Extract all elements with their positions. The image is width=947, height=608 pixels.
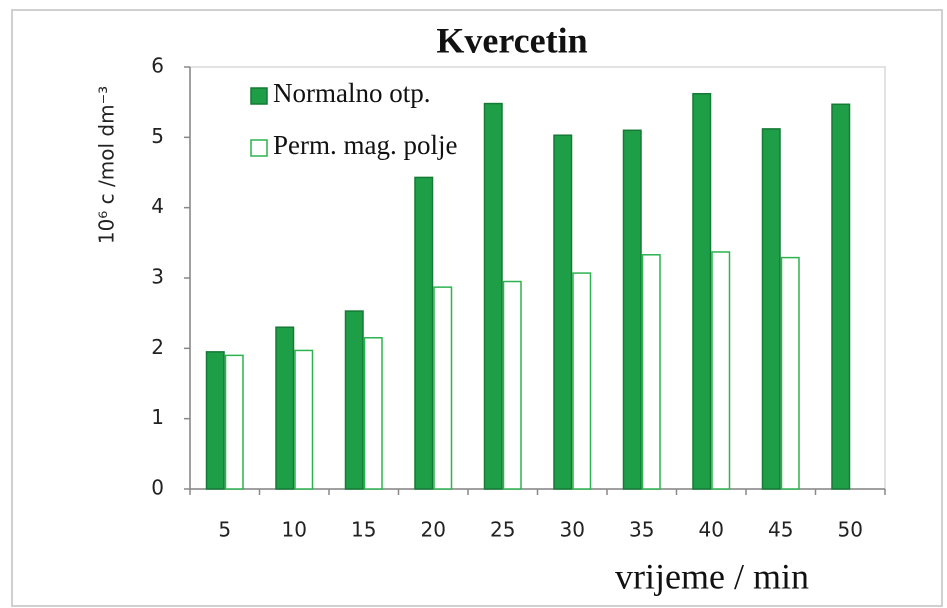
bar — [275, 326, 295, 490]
bar — [502, 280, 522, 490]
x-axis-label: vrijeme / min — [615, 556, 809, 596]
x-tick-label: 30 — [560, 518, 585, 542]
bar — [205, 351, 225, 490]
bar — [363, 337, 383, 490]
y-tick-label: 0 — [151, 476, 164, 500]
bar — [572, 272, 592, 490]
x-tick-label: 35 — [629, 518, 654, 542]
bar — [780, 256, 800, 490]
x-tick-label: 40 — [699, 518, 724, 542]
bar — [553, 134, 573, 490]
legend-swatch — [250, 139, 268, 157]
legend-swatch — [250, 87, 268, 105]
legend-label: Normalno otp. — [273, 78, 430, 108]
y-tick-label: 2 — [151, 335, 164, 359]
bar — [831, 103, 851, 490]
bar — [622, 129, 642, 490]
bar — [692, 92, 712, 490]
x-tick-label: 10 — [282, 518, 307, 542]
y-tick-label: 4 — [151, 194, 164, 218]
bar — [414, 176, 434, 490]
y-tick-label: 6 — [151, 54, 164, 78]
bar — [344, 310, 364, 490]
bar — [224, 354, 244, 490]
y-tick-label: 5 — [151, 124, 164, 148]
x-tick-label: 15 — [351, 518, 376, 542]
frame — [11, 9, 943, 607]
bar — [711, 251, 731, 490]
bar — [761, 128, 781, 490]
bar — [483, 102, 503, 490]
x-tick-label: 45 — [768, 518, 793, 542]
bar — [294, 349, 314, 490]
chart-title: Kvercetin — [436, 20, 587, 60]
y-tick-label: 1 — [151, 405, 164, 429]
y-axis-label: 10⁶ c /mol dm⁻³ — [95, 86, 119, 244]
x-tick-label: 5 — [218, 518, 231, 542]
x-tick-label: 50 — [838, 518, 863, 542]
x-tick-label: 20 — [421, 518, 446, 542]
legend-label: Perm. mag. polje — [273, 130, 457, 160]
x-tick-label: 25 — [490, 518, 515, 542]
y-tick-label: 3 — [151, 265, 164, 289]
bar — [641, 254, 661, 490]
bar — [433, 286, 453, 490]
